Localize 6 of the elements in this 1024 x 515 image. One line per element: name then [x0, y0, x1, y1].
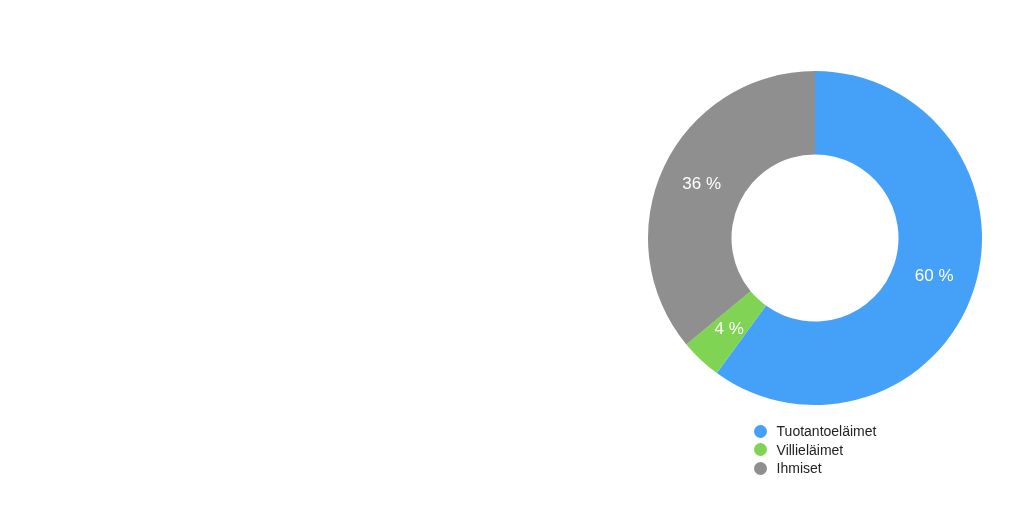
legend-label: Ihmiset [776, 460, 822, 477]
legend-label: Tuotantoeläimet [776, 423, 877, 440]
data-label: 36 % [682, 174, 722, 194]
legend-label: Villieläimet [776, 441, 844, 458]
data-label: 4 % [714, 318, 744, 338]
data-label: 60 % [914, 266, 954, 286]
